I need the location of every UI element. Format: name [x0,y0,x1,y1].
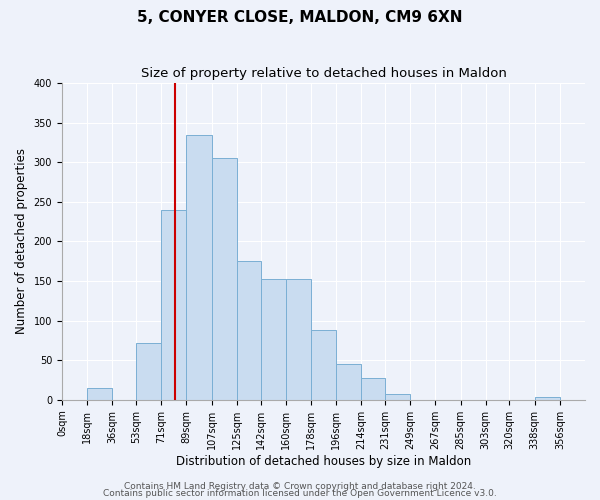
Y-axis label: Number of detached properties: Number of detached properties [15,148,28,334]
Title: Size of property relative to detached houses in Maldon: Size of property relative to detached ho… [140,68,506,80]
Bar [136,343,161,400]
Bar [286,278,311,400]
Bar [311,330,336,400]
Bar [87,388,112,400]
Bar [385,394,410,400]
Bar [187,134,212,400]
Bar [260,278,286,400]
Bar [212,158,237,400]
Bar [237,262,260,400]
Text: Contains public sector information licensed under the Open Government Licence v3: Contains public sector information licen… [103,490,497,498]
Text: 5, CONYER CLOSE, MALDON, CM9 6XN: 5, CONYER CLOSE, MALDON, CM9 6XN [137,10,463,25]
Text: 5 CONYER CLOSE: 81sqm
← 11% of detached houses are smaller (163)
87% of semi-det: 5 CONYER CLOSE: 81sqm ← 11% of detached … [0,499,1,500]
Bar [161,210,187,400]
Bar [336,364,361,400]
X-axis label: Distribution of detached houses by size in Maldon: Distribution of detached houses by size … [176,454,471,468]
Bar [535,398,560,400]
Text: Contains HM Land Registry data © Crown copyright and database right 2024.: Contains HM Land Registry data © Crown c… [124,482,476,491]
Bar [361,378,385,400]
